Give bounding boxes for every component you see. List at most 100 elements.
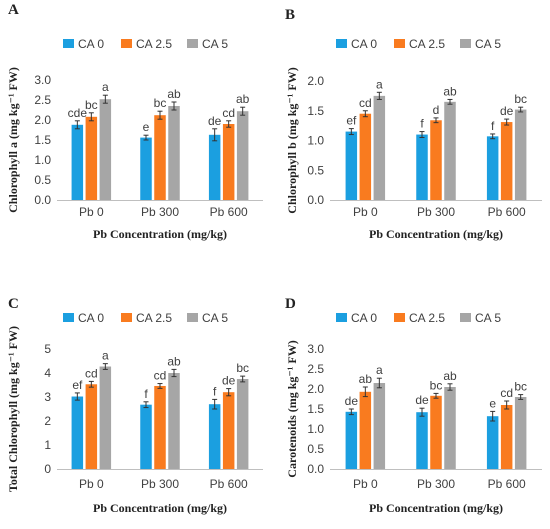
y-axis-label: Total Chlorophyll (mg kg⁻¹ FW) (6, 326, 20, 492)
significance-letter: a (376, 363, 383, 377)
bar (444, 101, 456, 200)
legend-swatch (460, 313, 471, 322)
y-tick-label: 1.5 (307, 104, 324, 118)
bar (85, 116, 98, 200)
bar (359, 113, 372, 200)
y-tick-label: 0.0 (34, 193, 51, 207)
significance-letter: cd (154, 369, 167, 383)
bar (208, 404, 221, 469)
legend-swatch (121, 313, 132, 322)
y-axis-label: Carotenoids (mg kg⁻¹ FW) (285, 340, 299, 477)
significance-letter: d (433, 103, 440, 117)
panel-letter: C (8, 296, 19, 312)
legend-label: CA 0 (78, 37, 104, 51)
y-tick-label: 1.0 (34, 153, 51, 167)
legend: CA 0 CA 2.5 CA 5 (336, 311, 501, 325)
legend-label: CA 2.5 (409, 311, 445, 325)
legend-label: CA 5 (202, 311, 228, 325)
panel-letter: D (285, 296, 296, 312)
bar (514, 397, 527, 469)
x-tick-label: Pb 600 (210, 477, 248, 491)
y-tick-label: 2.0 (307, 382, 324, 396)
bar (430, 395, 442, 469)
significance-letter: cd (500, 386, 513, 400)
y-tick-label: 0.0 (307, 193, 324, 207)
significance-letter: bc (154, 96, 167, 110)
bar (430, 120, 442, 200)
significance-letter: ab (167, 87, 181, 101)
legend-swatch (394, 313, 405, 322)
significance-letter: bc (85, 98, 98, 112)
significance-letter: bc (430, 378, 443, 392)
legend-label: CA 5 (475, 37, 501, 51)
legend-swatch (187, 313, 198, 322)
legend: CA 0 CA 2.5 CA 5 (63, 311, 228, 325)
bar (345, 411, 358, 469)
legend-label: CA 5 (475, 311, 501, 325)
y-tick-label: 2.0 (307, 74, 324, 88)
bar (500, 405, 513, 469)
bar (373, 383, 386, 469)
legend-swatch (63, 313, 74, 322)
bar (99, 99, 112, 200)
panel-letter: B (285, 7, 295, 23)
significance-letter: de (500, 104, 514, 118)
y-tick-label: 2.5 (34, 93, 51, 107)
legend-swatch (121, 39, 132, 48)
bar (444, 387, 456, 469)
panel-letter: A (8, 2, 19, 18)
significance-letter: bc (514, 92, 527, 106)
significance-letter: e (143, 120, 150, 134)
significance-letter: a (102, 80, 109, 94)
x-tick-label: Pb 600 (488, 205, 526, 219)
y-tick-label: 2 (44, 414, 51, 428)
significance-letter: ef (72, 378, 83, 392)
significance-letter: ab (167, 354, 181, 368)
significance-letter: de (208, 114, 222, 128)
y-tick-label: 0.0 (307, 462, 324, 476)
y-tick-label: 0.5 (34, 173, 51, 187)
x-tick-label: Pb 0 (353, 205, 378, 219)
legend-swatch (460, 39, 471, 48)
x-tick-label: Pb 0 (353, 477, 378, 491)
legend-label: CA 0 (351, 311, 377, 325)
bar (222, 392, 235, 469)
significance-letter: ab (359, 372, 373, 386)
x-tick-label: Pb 300 (141, 205, 179, 219)
significance-letter: cd (222, 106, 235, 120)
y-tick-label: 1.5 (307, 402, 324, 416)
significance-letter: f (420, 117, 424, 131)
y-tick-label: 4 (44, 366, 51, 380)
legend-swatch (187, 39, 198, 48)
bar (71, 396, 84, 469)
x-axis-label: Pb Concentration (mg/kg) (369, 501, 503, 515)
y-tick-label: 5 (44, 342, 51, 356)
significance-letter: a (102, 349, 109, 363)
bar (208, 134, 221, 200)
panel-C: C CA 0 CA 2.5 CA 5 0 1 2 3 4 5 Total Chlorophyll (… (6, 296, 263, 515)
legend-swatch (394, 39, 405, 48)
x-axis-label: Pb Concentration (mg/kg) (93, 501, 227, 515)
bar (359, 391, 372, 469)
legend-swatch (336, 313, 347, 322)
x-axis-label: Pb Concentration (mg/kg) (93, 227, 227, 241)
y-tick-label: 1.0 (307, 134, 324, 148)
bar (236, 111, 249, 200)
bar (154, 385, 166, 469)
legend-label: CA 0 (351, 37, 377, 51)
significance-letter: cd (85, 366, 98, 380)
y-tick-label: 3 (44, 390, 51, 404)
significance-letter: cd (359, 96, 372, 110)
bar (140, 404, 152, 469)
significance-letter: de (345, 394, 359, 408)
legend-swatch (336, 39, 347, 48)
bar (168, 373, 180, 469)
x-tick-label: Pb 600 (210, 205, 248, 219)
significance-letter: cde (68, 106, 88, 120)
y-tick-label: 0.5 (307, 442, 324, 456)
bar (486, 416, 499, 469)
x-tick-label: Pb 0 (79, 477, 104, 491)
legend-label: CA 2.5 (136, 311, 172, 325)
y-axis-label: Chlorophyll b (mg kg⁻¹ FW) (285, 67, 299, 213)
